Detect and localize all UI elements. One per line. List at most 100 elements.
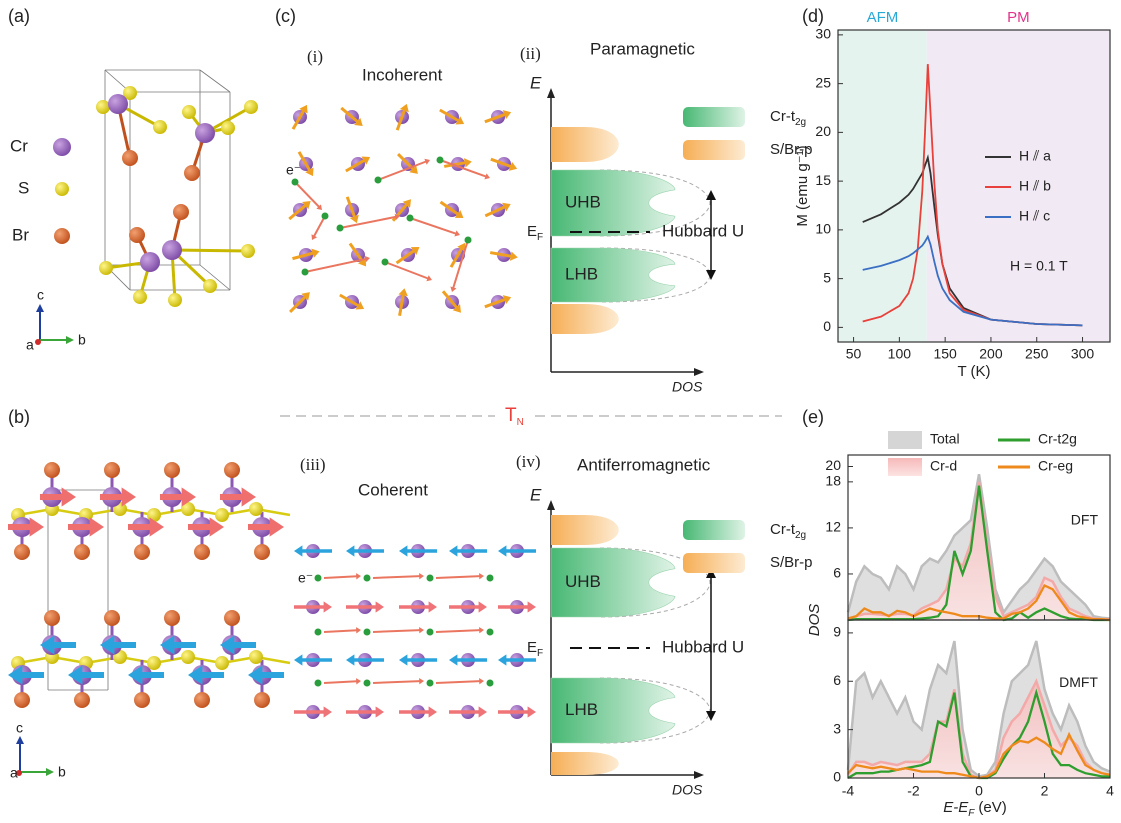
spin-arrow-head [479,601,487,612]
br-atom [122,150,138,166]
y-tick-label: 9 [833,624,841,640]
cr-atom [108,94,128,114]
hop-arrow [436,573,484,579]
ligand-band [551,127,619,162]
hop-arrow-head [356,573,361,579]
y-axis-label: M (emu g⁻¹) [794,145,811,226]
br-atom [14,692,30,708]
panel-label: (d) [802,6,824,26]
electron [302,269,309,276]
electron [487,575,494,582]
axis-head [16,736,24,744]
hop-arrow-shaft [436,576,480,578]
legend-swatch [888,458,922,476]
legend-swatch [683,520,745,540]
panel-label: (b) [8,407,30,427]
br-atom [129,227,145,243]
br-atom [164,462,180,478]
band-label: LHB [565,700,598,719]
s-atom [99,261,113,275]
gap-label: Hubbard U [662,221,744,240]
electron [375,177,382,184]
axis-head [694,368,704,376]
y-tick-label: 18 [825,473,841,489]
electron [465,237,472,244]
atom-icon [54,228,70,244]
spin-arrow-head [30,517,44,536]
x-tick-label: 100 [888,346,912,362]
hop-arrow [373,573,424,579]
hop-arrow-shaft [385,262,428,279]
y-tick-label: 25 [815,74,831,90]
x-tick-label: 300 [1071,346,1095,362]
electron [364,629,371,636]
spin-arrow-head [449,654,457,665]
axis-head [36,304,44,312]
legend-swatch [888,431,922,449]
axis-head [547,88,555,98]
bond [172,250,248,251]
spin-arrow-head [449,545,457,556]
y-tick-label: 5 [823,269,831,285]
y-tick-label: 6 [833,672,841,688]
y-tick-label: 20 [815,123,831,139]
y-tick-label: 10 [815,221,831,237]
hop-arrow [373,627,424,633]
x-axis-label: T (K) [957,363,990,380]
spin-arrow-head [346,545,354,556]
atom-label: Br [12,225,29,244]
panel-label: (a) [8,6,30,26]
s-atom [133,290,147,304]
spin-arrow-head [324,706,332,717]
axis-head [66,336,74,344]
s-atom [249,650,263,664]
spin-arrow-head [376,601,384,612]
legend-label: Cr-t2g [770,521,806,541]
axis-a [35,339,41,345]
subpanel-label: (i) [307,47,323,66]
atom-icon [55,182,69,196]
spin-arrow-head [270,517,284,536]
hop-arrow [311,216,325,240]
x-tick-label: 0 [975,783,983,799]
region-label: AFM [867,9,899,26]
legend-label: H ⫽ b [1019,178,1051,194]
axis-head [46,768,54,776]
hop-arrow-shaft [410,218,456,234]
y-tick-label: 15 [815,172,831,188]
gap-head [706,270,716,280]
x-axis-label-unit: (eV) [978,799,1006,816]
hop-arrow-shaft [305,259,366,272]
axis-label: a [26,337,34,353]
hop-arrow [324,627,361,633]
axis-label: b [58,764,66,780]
spin-arrow-head [399,654,407,665]
br-atom [254,692,270,708]
region-label: PM [1007,9,1030,26]
panel-label: (e) [802,407,824,427]
br-atom [184,165,200,181]
br-atom [134,692,150,708]
legend-swatch [683,107,745,127]
s-atom [221,121,235,135]
electron [407,215,414,222]
electron [427,680,434,687]
spin-arrow-head [464,158,472,167]
br-atom [44,462,60,478]
subpanel-label: (iii) [300,455,326,474]
br-atom [164,610,180,626]
spin-arrow-head [510,251,518,260]
hop-arrow-head [356,627,361,633]
transition-main: T [505,405,517,426]
legend-main: S/Br-p [770,554,813,571]
y-tick-label: 12 [825,519,841,535]
hop-arrow-shaft [436,681,480,683]
y-axis-label: DOS [806,604,823,637]
legend-main: Cr-t [770,108,796,125]
spin-arrow-head [528,706,536,717]
fermi-main: E [527,223,537,240]
y-tick-label: 0 [823,318,831,334]
transition-sub: N [517,417,524,428]
legend-label: H ⫽ c [1019,208,1050,224]
axis-label: c [16,720,23,736]
